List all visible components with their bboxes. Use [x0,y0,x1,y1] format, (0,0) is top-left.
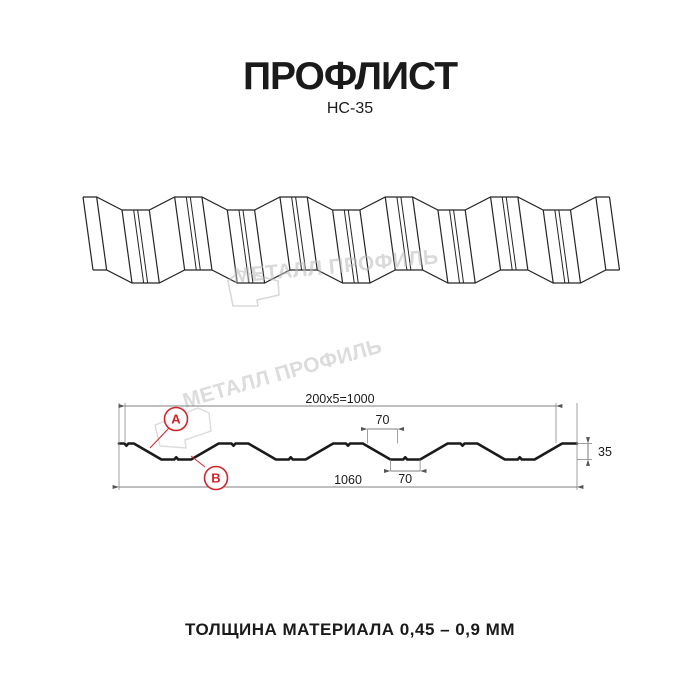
svg-text:70: 70 [398,472,412,486]
svg-text:МЕТАЛЛ ПРОФИЛЬ: МЕТАЛЛ ПРОФИЛЬ [232,245,439,288]
svg-text:35: 35 [598,445,612,459]
svg-text:70: 70 [376,413,390,427]
svg-text:A: A [171,412,181,427]
svg-text:1060: 1060 [334,473,362,487]
svg-text:B: B [211,471,220,486]
svg-text:200x5=1000: 200x5=1000 [305,392,374,406]
